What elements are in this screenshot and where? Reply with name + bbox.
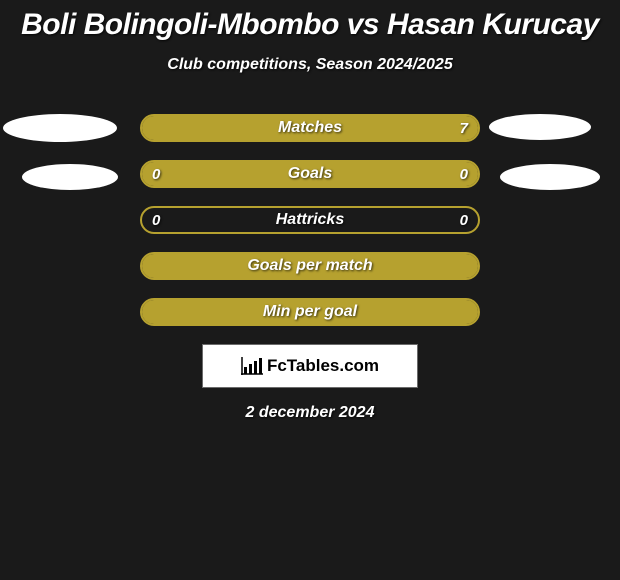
page-subtitle: Club competitions, Season 2024/2025 [0,56,620,74]
player-left-ellipse-2 [22,164,118,190]
stat-label: Goals per match [142,254,478,278]
player-left-ellipse-1 [3,114,117,142]
logo-text: FcTables.com [267,356,379,376]
stat-row: Min per goal [140,298,480,326]
date-text: 2 december 2024 [0,404,620,422]
stat-row: 7Matches [140,114,480,142]
page-title: Boli Bolingoli-Mbombo vs Hasan Kurucay [0,0,620,42]
stat-label: Min per goal [142,300,478,324]
player-right-ellipse-1 [489,114,591,140]
comparison-area: 7Matches 00Goals 00Hattricks Goals per matc… [0,114,620,326]
stat-label: Hattricks [142,208,478,232]
attribution-logo: FcTables.com [202,344,418,388]
bar-chart-icon [241,357,263,375]
stat-label: Goals [142,162,478,186]
stat-row: 00Hattricks [140,206,480,234]
stat-row: 00Goals [140,160,480,188]
stat-label: Matches [142,116,478,140]
player-right-ellipse-2 [500,164,600,190]
stat-row: Goals per match [140,252,480,280]
